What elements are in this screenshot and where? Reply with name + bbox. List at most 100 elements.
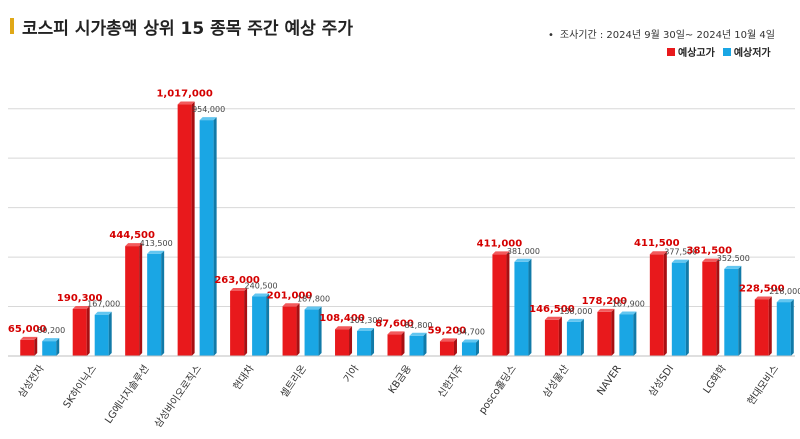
bar-high-top-6 [335, 326, 353, 330]
bar-high-top-4 [230, 287, 248, 291]
bar-high-7 [387, 334, 402, 356]
data-label-high: 59,200 [428, 325, 467, 336]
title-accent-bar [10, 18, 14, 34]
x-tick-label: SK하이닉스 [60, 362, 99, 410]
bar-low-3 [199, 120, 214, 356]
data-label-high: 190,300 [57, 293, 103, 304]
bar-high-13 [702, 261, 717, 356]
bar-high-6 [335, 329, 350, 356]
bar-high-top-13 [702, 258, 720, 262]
bar-high-9 [492, 254, 507, 356]
bar-low-side-0 [56, 338, 60, 356]
data-label-low: 352,500 [717, 254, 750, 263]
bar-low-6 [357, 330, 372, 356]
bar-low-top-5 [304, 306, 322, 310]
chart-title: 코스피 시가총액 상위 15 종목 주간 예상 주가 [22, 19, 353, 39]
data-label-low: 167,900 [612, 299, 645, 308]
chart-legend: 예상고가 예상저가 [667, 44, 771, 59]
bar-low-side-1 [108, 311, 112, 356]
x-tick-label: 삼성물산 [540, 363, 571, 400]
bar-high-top-10 [544, 316, 562, 320]
bar-high-5 [282, 306, 297, 356]
bar-high-top-3 [177, 101, 195, 105]
x-tick-label: 신한지주 [435, 363, 466, 400]
bar-high-side-12 [663, 251, 667, 356]
data-label-low: 60,200 [37, 326, 65, 335]
bar-high-side-3 [191, 101, 195, 356]
survey-period-text: 조사기간 : 2024년 9월 30일~ 2024년 10월 4일 [559, 30, 775, 41]
x-tick-label: 기아 [341, 363, 361, 385]
bullet-icon: • [548, 30, 554, 41]
data-label-high: 381,500 [687, 246, 733, 257]
bar-high-top-2 [125, 243, 143, 247]
bar-low-top-11 [619, 311, 637, 315]
legend-item-low: 예상저가 [722, 44, 771, 59]
bar-low-side-11 [633, 311, 637, 356]
bar-high-side-10 [558, 316, 562, 356]
bar-high-side-13 [716, 258, 720, 356]
data-label-high: 411,500 [634, 238, 680, 249]
bar-high-top-14 [754, 296, 772, 300]
bar-low-side-9 [528, 258, 532, 356]
bar-high-0 [20, 339, 35, 356]
data-label-high: 444,500 [109, 230, 155, 241]
data-label-low: 167,000 [87, 300, 120, 309]
bar-high-1 [72, 308, 87, 356]
data-label-high: 228,500 [739, 283, 785, 294]
bar-low-14 [776, 302, 791, 356]
bar-high-11 [597, 311, 612, 356]
bar-low-13 [724, 268, 739, 356]
bar-high-top-5 [282, 303, 300, 307]
bar-low-top-2 [147, 250, 165, 254]
bar-low-side-6 [371, 327, 375, 356]
data-label-low: 187,800 [297, 295, 330, 304]
bar-low-5 [304, 309, 319, 356]
bar-low-side-14 [790, 299, 794, 356]
legend-item-high: 예상고가 [667, 44, 715, 59]
bar-low-side-12 [685, 259, 689, 356]
bar-high-top-11 [597, 308, 615, 312]
bar-low-10 [566, 321, 581, 356]
x-tick-label: LG화학 [701, 363, 729, 396]
bar-high-top-1 [72, 305, 90, 309]
bar-high-side-9 [506, 251, 510, 356]
bar-low-top-0 [42, 338, 60, 342]
bar-high-side-1 [86, 305, 90, 356]
bar-high-4 [230, 290, 245, 356]
bar-low-4 [252, 296, 267, 356]
data-label-high: 263,000 [214, 275, 260, 286]
data-label-low: 218,000 [769, 287, 800, 296]
bar-high-side-8 [453, 338, 457, 356]
data-label-high: 65,000 [8, 324, 47, 335]
bar-low-7 [409, 335, 424, 356]
x-tick-label: 삼성바이오로직스 [152, 363, 204, 430]
bar-low-side-8 [475, 339, 479, 356]
bar-low-2 [147, 253, 162, 356]
bar-high-12 [649, 254, 664, 356]
bar-high-side-5 [296, 303, 300, 356]
data-label-high: 411,000 [477, 238, 523, 249]
bar-low-top-4 [252, 293, 270, 297]
bar-low-0 [42, 341, 57, 356]
bar-low-8 [461, 342, 476, 356]
bar-high-14 [754, 299, 769, 356]
legend-swatch-high [667, 47, 675, 56]
bar-high-10 [544, 319, 559, 356]
bar-high-2 [125, 246, 140, 356]
bar-low-side-10 [580, 318, 584, 356]
data-label-low: 54,700 [457, 327, 485, 336]
legend-swatch-low [722, 47, 731, 56]
data-label-low: 101,300 [349, 316, 382, 325]
bar-low-1 [94, 314, 109, 356]
data-label-low: 381,000 [507, 247, 540, 256]
data-label-low: 138,000 [559, 307, 592, 316]
x-tick-label: NAVER [595, 363, 623, 397]
bar-high-side-11 [611, 308, 615, 356]
data-label-low: 377,500 [664, 248, 697, 257]
bar-low-side-13 [738, 265, 742, 356]
x-tick-label: KB금융 [386, 363, 414, 396]
bar-high-top-9 [492, 251, 510, 255]
x-tick-label: 현대모비스 [745, 363, 781, 408]
bar-low-side-3 [213, 117, 217, 356]
